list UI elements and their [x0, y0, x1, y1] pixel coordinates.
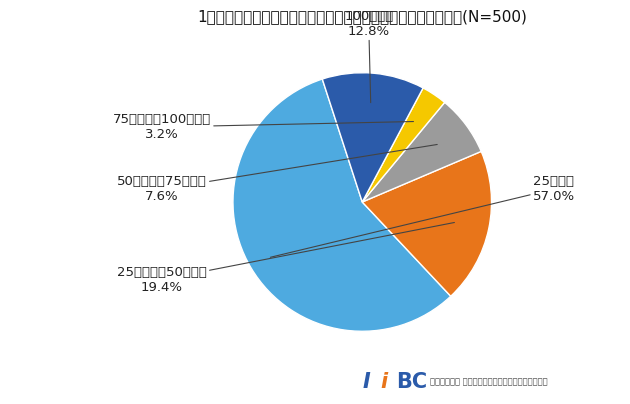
Wedge shape	[233, 79, 450, 331]
Text: 50人以上～75人未満
7.6%: 50人以上～75人未満 7.6%	[117, 145, 437, 203]
Wedge shape	[362, 152, 491, 296]
Text: I: I	[362, 372, 370, 392]
Title: 1ヶ月にどれくらい英語で接客を行っていますか。（単一回答）(N=500): 1ヶ月にどれくらい英語で接客を行っていますか。（単一回答）(N=500)	[197, 9, 527, 24]
Text: 75人以上～100人未満
3.2%: 75人以上～100人未満 3.2%	[113, 113, 413, 141]
Wedge shape	[323, 73, 423, 202]
Wedge shape	[362, 88, 445, 202]
Text: 25人未満
57.0%: 25人未満 57.0%	[270, 175, 575, 257]
Text: 一般財団法人 国際ビジネスコミュニケーション協会: 一般財団法人 国際ビジネスコミュニケーション協会	[430, 377, 548, 386]
Text: 25人以上～50人未満
19.4%: 25人以上～50人未満 19.4%	[117, 223, 454, 294]
Text: 100人以上
12.8%: 100人以上 12.8%	[344, 10, 393, 103]
Text: i: i	[380, 372, 387, 392]
Text: BC: BC	[396, 372, 427, 392]
Wedge shape	[362, 102, 481, 202]
